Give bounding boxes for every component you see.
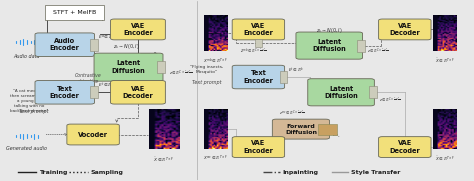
Text: VAE
Decoder: VAE Decoder [390, 140, 420, 154]
Text: "A cat meowing
then screaming as
a young boy
talking with no
background noise": "A cat meowing then screaming as a young… [10, 89, 48, 113]
Text: Latent
Diffusion: Latent Diffusion [112, 60, 146, 74]
Text: "Flying insects,
Mosquito": "Flying insects, Mosquito" [190, 65, 223, 74]
Text: Inpainting: Inpainting [282, 170, 318, 175]
Text: $\hat{X} \in \mathbb{R}^{T \times F}$: $\hat{X} \in \mathbb{R}^{T \times F}$ [435, 154, 455, 163]
Text: $z^{src} \in \mathbb{R}^{C \times \frac{T}{r} \times \frac{F}{r}}$: $z^{src} \in \mathbb{R}^{C \times \frac{… [279, 108, 304, 117]
Text: VAE
Decoder: VAE Decoder [390, 23, 420, 36]
FancyBboxPatch shape [67, 124, 119, 145]
Text: $\hat{X} \in \mathbb{R}^{T \times F}$: $\hat{X} \in \mathbb{R}^{T \times F}$ [435, 56, 455, 65]
FancyBboxPatch shape [90, 39, 98, 51]
Text: Audio
Encoder: Audio Encoder [50, 38, 80, 51]
Text: VAE
Encoder: VAE Encoder [244, 140, 273, 154]
FancyBboxPatch shape [157, 61, 165, 73]
Text: $X^{src} \in \mathbb{R}^{T \times F}$: $X^{src} \in \mathbb{R}^{T \times F}$ [203, 154, 228, 163]
Text: $z \in \mathbb{R}^{C \times \frac{T}{r} \times \frac{F}{r}}$: $z \in \mathbb{R}^{C \times \frac{T}{r} … [169, 68, 191, 77]
FancyBboxPatch shape [232, 137, 284, 157]
Text: Text prompt: Text prompt [19, 109, 49, 114]
Text: $E^t \in \mathbb{R}^k$: $E^t \in \mathbb{R}^k$ [288, 66, 304, 75]
Text: $z \in \mathbb{R}^{C \times \frac{T}{r} \times \frac{F}{r}}$: $z \in \mathbb{R}^{C \times \frac{T}{r} … [367, 47, 389, 55]
FancyBboxPatch shape [379, 19, 431, 40]
FancyBboxPatch shape [45, 5, 104, 20]
Text: $E^t \in \mathbb{R}^k$: $E^t \in \mathbb{R}^k$ [98, 81, 115, 90]
Text: VAE
Decoder: VAE Decoder [123, 86, 153, 99]
FancyBboxPatch shape [357, 40, 365, 52]
FancyBboxPatch shape [273, 119, 329, 139]
Text: Latent
Diffusion: Latent Diffusion [324, 86, 358, 99]
FancyBboxPatch shape [35, 81, 94, 104]
Text: Contrastive
objective: Contrastive objective [75, 73, 102, 84]
Text: $\hat{z}_{m_0}$: $\hat{z}_{m_0}$ [332, 132, 341, 140]
FancyBboxPatch shape [308, 79, 374, 106]
Text: $z_s{\sim}N(0,I)$: $z_s{\sim}N(0,I)$ [316, 26, 343, 35]
Text: VAE
Encoder: VAE Encoder [123, 23, 153, 36]
FancyBboxPatch shape [319, 124, 337, 135]
FancyBboxPatch shape [35, 33, 94, 56]
Text: Latent
Diffusion: Latent Diffusion [312, 39, 346, 52]
FancyBboxPatch shape [110, 19, 165, 40]
Text: STFT + MelFB: STFT + MelFB [53, 10, 96, 15]
Text: $z \in \mathbb{R}^{C \times \frac{T}{r} \times \frac{F}{r}}$: $z \in \mathbb{R}^{C \times \frac{T}{r} … [379, 95, 401, 104]
Text: VAE
Encoder: VAE Encoder [244, 23, 273, 36]
FancyBboxPatch shape [255, 39, 262, 47]
Text: $X^{mb} \in \mathbb{R}^{T \times F}$: $X^{mb} \in \mathbb{R}^{T \times F}$ [203, 56, 228, 66]
FancyBboxPatch shape [280, 71, 287, 83]
FancyBboxPatch shape [110, 81, 165, 104]
Text: Vocoder: Vocoder [78, 132, 108, 138]
FancyBboxPatch shape [369, 86, 377, 98]
Text: Style Transfer: Style Transfer [350, 170, 400, 175]
Text: $E^a \in \mathbb{R}^k$: $E^a \in \mathbb{R}^k$ [98, 33, 116, 42]
Text: Sampling: Sampling [91, 170, 124, 175]
FancyBboxPatch shape [379, 137, 431, 157]
FancyBboxPatch shape [296, 32, 363, 59]
FancyBboxPatch shape [90, 86, 98, 98]
FancyBboxPatch shape [94, 53, 163, 81]
Text: Text
Encoder: Text Encoder [50, 86, 80, 99]
Text: $\hat{X} \in \mathbb{R}^{T \times F}$: $\hat{X} \in \mathbb{R}^{T \times F}$ [153, 155, 175, 164]
FancyBboxPatch shape [232, 65, 284, 89]
Text: Training: Training [39, 170, 67, 175]
Text: Generated audio: Generated audio [7, 146, 47, 151]
Text: Text
Encoder: Text Encoder [244, 70, 273, 84]
Text: Audio data: Audio data [14, 54, 40, 59]
FancyBboxPatch shape [232, 19, 284, 40]
Text: $z_s{\sim}N(0,I)$: $z_s{\sim}N(0,I)$ [113, 42, 139, 51]
Text: Text prompt: Text prompt [191, 80, 221, 85]
Text: $Z^{mb} \in \mathbb{R}^{C \times \frac{T}{r} \times \frac{F}{r}}$: $Z^{mb} \in \mathbb{R}^{C \times \frac{T… [240, 46, 267, 54]
Text: Forward
Diffusion: Forward Diffusion [285, 123, 317, 135]
